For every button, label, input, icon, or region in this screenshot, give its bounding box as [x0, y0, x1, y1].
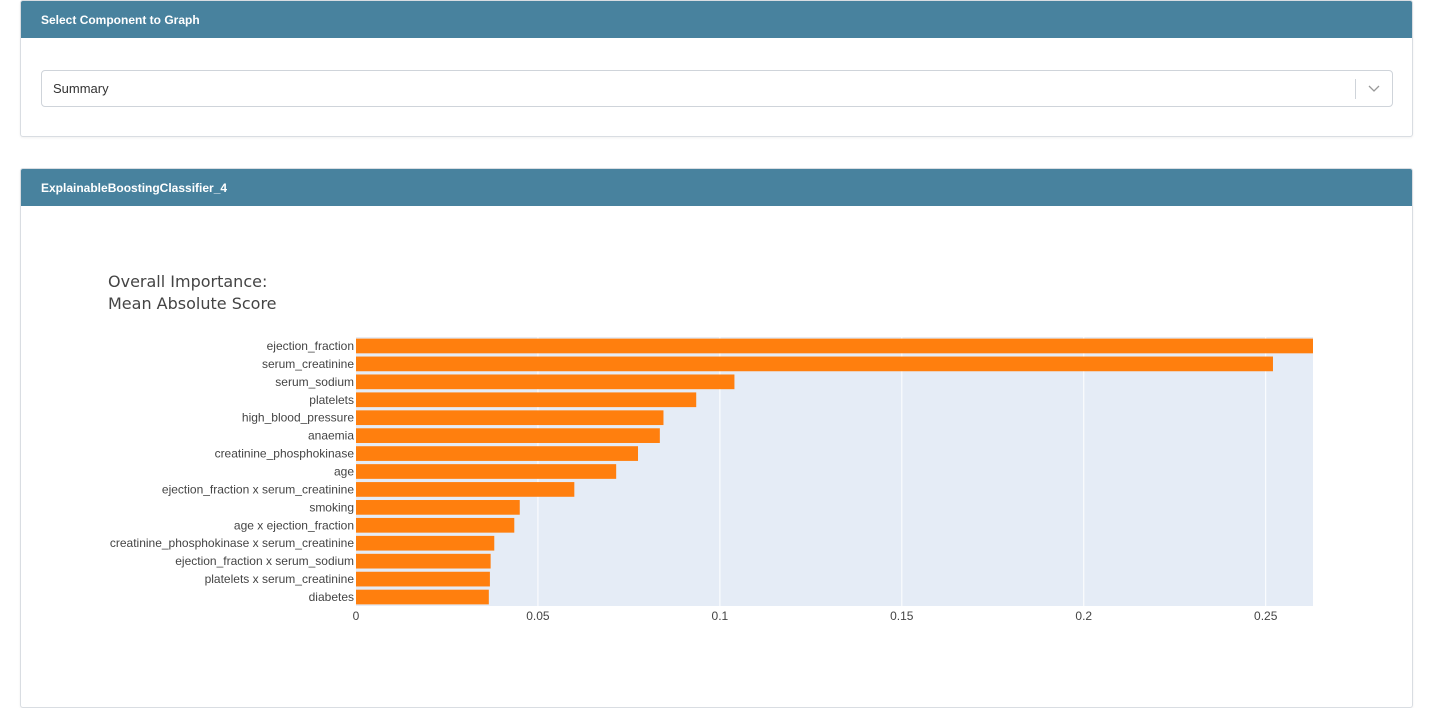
- component-dropdown[interactable]: Summary: [41, 70, 1393, 107]
- x-tick-label: 0: [353, 609, 360, 623]
- bar[interactable]: [356, 553, 491, 569]
- bar[interactable]: [356, 517, 515, 533]
- bar[interactable]: [356, 589, 489, 605]
- chart-title-line-2: Mean Absolute Score: [108, 294, 277, 313]
- category-label: platelets: [309, 393, 354, 407]
- bar[interactable]: [356, 374, 735, 390]
- bar[interactable]: [356, 464, 617, 479]
- category-label: serum_sodium: [275, 375, 354, 389]
- dropdown-selected-value: Summary: [53, 81, 109, 96]
- category-label: anaemia: [308, 429, 354, 443]
- category-label: high_blood_pressure: [242, 411, 354, 425]
- category-label: diabetes: [309, 590, 354, 604]
- x-tick-label: 0.15: [890, 609, 914, 623]
- x-tick-label: 0.25: [1254, 609, 1278, 623]
- bar[interactable]: [356, 410, 664, 426]
- chevron-down-icon[interactable]: [1356, 71, 1392, 106]
- bar[interactable]: [356, 428, 660, 443]
- x-tick-label: 0.05: [526, 609, 550, 623]
- x-tick-label: 0.2: [1075, 609, 1092, 623]
- category-label: age: [334, 465, 354, 479]
- bar[interactable]: [356, 446, 639, 461]
- category-label: creatinine_phosphokinase x serum_creatin…: [110, 536, 354, 550]
- bar[interactable]: [356, 338, 1313, 354]
- bar[interactable]: [356, 392, 697, 408]
- category-label: ejection_fraction: [267, 339, 354, 353]
- category-label: smoking: [309, 500, 354, 514]
- x-tick-label: 0.1: [712, 609, 729, 623]
- chart-title-line-1: Overall Importance:: [108, 272, 267, 291]
- category-label: age x ejection_fraction: [234, 518, 354, 532]
- dropdown-separator: [1355, 78, 1356, 99]
- component-selector-card: Select Component to Graph Summary: [20, 0, 1413, 137]
- bar[interactable]: [356, 535, 495, 551]
- category-label: creatinine_phosphokinase: [215, 447, 355, 461]
- component-selector-header: Select Component to Graph: [21, 1, 1412, 38]
- bar[interactable]: [356, 571, 490, 587]
- category-label: ejection_fraction x serum_sodium: [175, 554, 354, 568]
- bar[interactable]: [356, 500, 520, 515]
- bar[interactable]: [356, 356, 1273, 372]
- graph-card-header: ExplainableBoostingClassifier_4: [21, 169, 1412, 206]
- category-label: serum_creatinine: [262, 357, 354, 371]
- category-label: ejection_fraction x serum_creatinine: [162, 482, 354, 496]
- category-label: platelets x serum_creatinine: [205, 572, 355, 586]
- bar[interactable]: [356, 482, 575, 497]
